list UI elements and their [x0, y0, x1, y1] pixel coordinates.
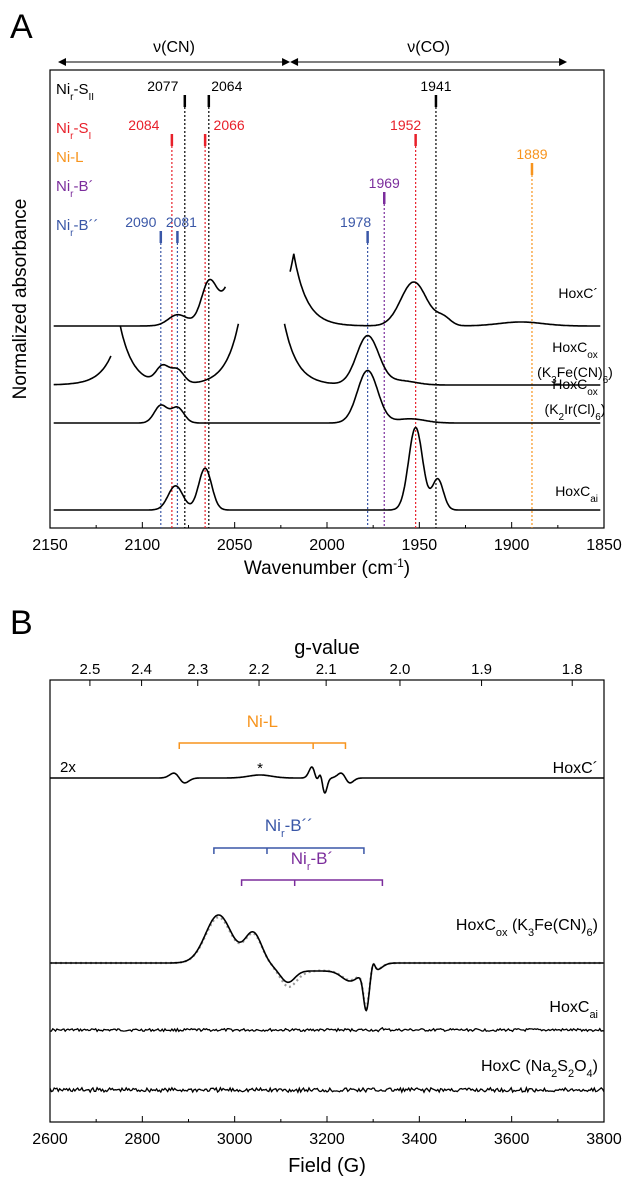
spectrum-line-a: [119, 323, 240, 384]
series-label-a: HoxCox: [552, 339, 598, 361]
region-label: ν(CO): [407, 39, 450, 56]
bracket-line: [213, 847, 365, 854]
species-peak-label: 1969: [369, 175, 400, 191]
spectrum-line-a: [53, 355, 112, 386]
series-label-a: HoxCox: [552, 376, 598, 398]
x-tick-label-a: 1900: [494, 537, 530, 554]
x-tick-label-b: 3000: [217, 1131, 253, 1148]
species-label: Nir-B´´: [56, 217, 99, 239]
region-label: ν(CN): [153, 39, 195, 56]
species-peak-label: 1978: [340, 214, 371, 230]
spectrum-line-a: [289, 253, 601, 327]
x-tick-label-a: 2050: [217, 537, 253, 554]
x-tick-label-a: 1950: [402, 537, 438, 554]
x-tick-label-a: 2100: [125, 537, 161, 554]
region-arrowhead: [58, 58, 66, 66]
species-peak-label: 1889: [516, 146, 547, 162]
spectrum-line-a: [283, 323, 601, 386]
bracket-label: Nir-B´´: [265, 816, 313, 840]
species-peak-label: 1941: [420, 78, 451, 94]
axes-frame-a: [49, 69, 605, 529]
panel-label-b: B: [10, 604, 33, 642]
g-tick-label: 2.2: [249, 661, 270, 678]
species-label: Nir-SII: [56, 81, 94, 103]
spectrum-line-a: [53, 426, 601, 511]
bracket-line: [178, 742, 347, 749]
series-label-a: HoxC´: [558, 285, 598, 301]
region-arrowhead: [282, 58, 291, 66]
x-axis-label-b: Field (G): [288, 1155, 366, 1177]
species-peak-label: 2084: [128, 117, 159, 133]
g-tick-label: 2.4: [131, 661, 152, 678]
epr-trace: [50, 766, 604, 794]
x-tick-label-b: 3200: [309, 1131, 345, 1148]
bracket-label: Nir-B´: [291, 849, 333, 873]
g-tick-label: 2.1: [316, 661, 337, 678]
g-tick-label: 2.5: [79, 661, 100, 678]
spectrum-line-a: [53, 278, 227, 327]
series-label-a: HoxCai: [555, 483, 598, 505]
series-label-b: HoxC´: [553, 760, 598, 777]
series-label-a: (K2Ir(Cl)6): [545, 401, 606, 423]
epr-trace: [50, 1026, 605, 1033]
x-tick-label-a: 1850: [586, 537, 622, 554]
species-peak-label: 2077: [147, 78, 178, 94]
x-tick-label-b: 3400: [402, 1131, 438, 1148]
species-peak-label: 2066: [214, 117, 245, 133]
top-axis-label-b: g-value: [294, 637, 360, 659]
epr-trace: [50, 914, 604, 1012]
species-peak-label: 1952: [390, 117, 421, 133]
g-tick-label: 2.3: [187, 661, 208, 678]
series-label-b: HoxCai: [549, 999, 598, 1021]
y-axis-label-a: Normalized absorbance: [10, 199, 31, 400]
x-tick-label-b: 3800: [586, 1131, 622, 1148]
annotation-asterisk: *: [257, 760, 263, 777]
g-tick-label: 2.0: [390, 661, 411, 678]
x-tick-label-b: 2800: [125, 1131, 161, 1148]
species-label: Nir-B´: [56, 178, 94, 200]
series-label-a: (K3Fe(CN)6): [537, 364, 613, 386]
bracket-label: Ni-L: [247, 712, 278, 731]
epr-trace: [49, 1085, 605, 1094]
axes-frame-b: [49, 679, 605, 1123]
x-tick-label-a: 2000: [309, 537, 345, 554]
series-label-b: HoxC (Na2S2O4): [481, 1058, 598, 1080]
region-arrowhead: [290, 58, 299, 66]
x-tick-label-b: 3600: [494, 1131, 530, 1148]
x-tick-label-a: 2150: [32, 537, 68, 554]
g-tick-label: 1.9: [471, 661, 492, 678]
x-tick-label-b: 2600: [32, 1131, 68, 1148]
species-label: Ni-L: [56, 149, 84, 166]
bracket-line: [240, 879, 384, 886]
g-tick-label: 1.8: [562, 661, 583, 678]
x-axis-label-a: Wavenumber (cm-1): [244, 556, 410, 579]
species-label: Nir-SI: [56, 120, 91, 142]
species-peak-label: 2064: [211, 78, 242, 94]
series-label-b: HoxCox (K3Fe(CN)6): [456, 917, 598, 939]
species-peak-label: 2081: [166, 214, 197, 230]
panel-label-a: A: [10, 8, 33, 46]
species-peak-label: 2090: [125, 214, 156, 230]
scale-note: 2x: [60, 759, 76, 776]
spectrum-line-a: [53, 369, 601, 424]
region-arrowhead: [559, 58, 568, 66]
